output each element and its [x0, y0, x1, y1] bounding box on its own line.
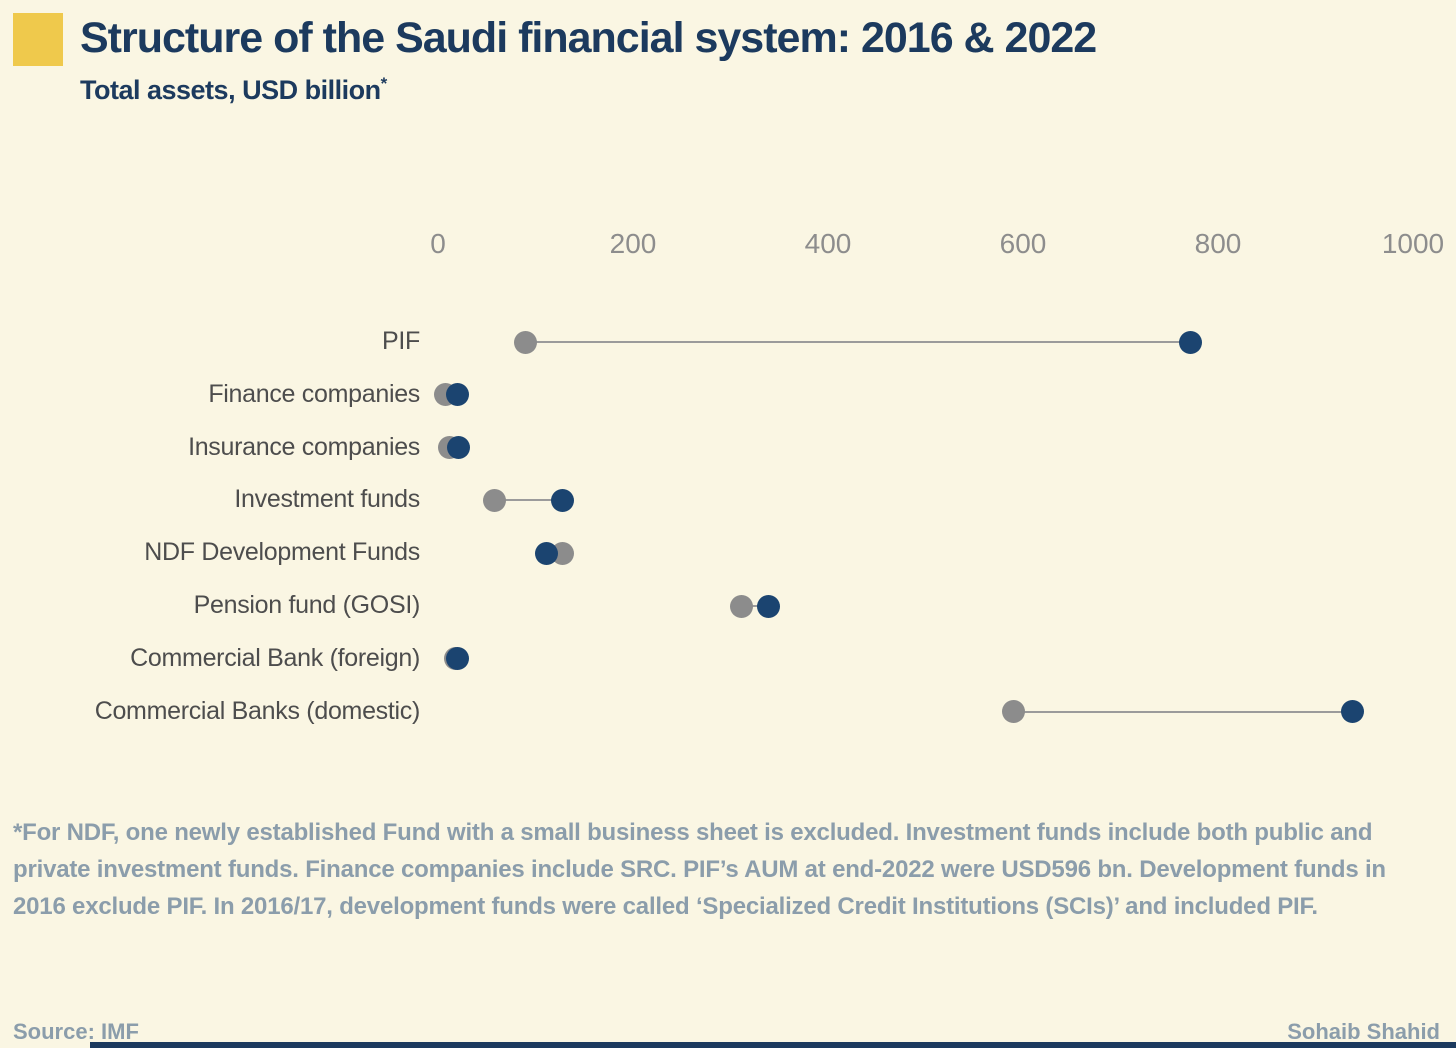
- bottom-accent-bar: [90, 1042, 1456, 1048]
- chart-subtitle: Total assets, USD billion*: [80, 74, 387, 106]
- category-label: Pension fund (GOSI): [193, 591, 421, 619]
- category-label: Commercial Bank (foreign): [130, 643, 420, 672]
- dot-2022: [534, 541, 558, 565]
- dot-2022: [446, 647, 469, 671]
- footnote-asterisk: *: [380, 74, 388, 93]
- dot-2016: [1001, 700, 1025, 724]
- x-axis-tick-label: 400: [804, 228, 852, 259]
- dot-2016: [551, 541, 575, 565]
- dot-2016: [514, 330, 538, 354]
- dot-2022: [446, 436, 470, 460]
- dot-2022: [757, 594, 781, 618]
- category-label: Commercial Banks (domestic): [94, 696, 421, 725]
- connector-line: [525, 341, 1191, 343]
- x-axis-tick-label: 1000: [1381, 228, 1445, 259]
- category-label: Investment funds: [234, 485, 420, 514]
- dot-2022: [1179, 330, 1203, 354]
- accent-square: [13, 13, 63, 66]
- category-label: NDF Development Funds: [144, 538, 420, 567]
- dot-2022: [551, 488, 575, 512]
- author-label: Sohaib Shahid: [1287, 1019, 1440, 1044]
- connector-line: [741, 605, 769, 607]
- x-axis-tick-label: 600: [999, 228, 1047, 259]
- x-axis-tick-label: 200: [609, 228, 657, 259]
- dumbbell-chart: 0 200 400 600 800 1000 PIF Finance companies Ins…: [94, 228, 1445, 725]
- category-label: PIF: [382, 327, 420, 355]
- connector-line: [1013, 710, 1353, 713]
- dot-2016: [729, 594, 753, 618]
- x-axis-tick-label: 800: [1194, 228, 1242, 259]
- dot-2022: [446, 383, 469, 407]
- subtitle-text: Total assets, USD billion: [80, 75, 381, 105]
- category-label: Finance companies: [208, 379, 420, 408]
- dot-2016: [483, 488, 507, 512]
- page-title: Structure of the Saudi financial system:…: [80, 14, 1097, 62]
- connector-line: [494, 499, 563, 502]
- category-label: Insurance companies: [188, 432, 420, 461]
- x-axis-tick-label: 0: [430, 228, 446, 259]
- dot-2022: [1341, 700, 1365, 724]
- chart-footnote: *For NDF, one newly established Fund wit…: [13, 819, 1386, 920]
- source-label: Source: IMF: [13, 1019, 139, 1044]
